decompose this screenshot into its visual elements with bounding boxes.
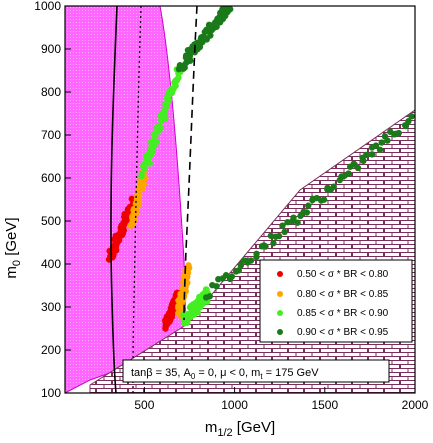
y-tick-label: 800 <box>41 85 61 99</box>
plot-frame <box>64 5 416 394</box>
scatter-point-light-green <box>203 286 210 293</box>
scatter-point-dark-green <box>290 214 297 221</box>
x-tick-label: 2000 <box>402 398 429 412</box>
y-tick-label: 500 <box>41 214 61 228</box>
scatter-point-dark-green <box>262 243 269 250</box>
scatter-point-dark-green <box>320 196 328 203</box>
scatter-point-light-green <box>149 147 157 155</box>
scatter-point-dark-green <box>384 137 391 144</box>
scatter-point-dark-green <box>275 232 283 240</box>
scatter-point-dark-green <box>201 34 209 42</box>
scatter-point-dark-green <box>345 170 352 177</box>
scatter-point-orange <box>185 264 193 272</box>
x-tick-label: 1000 <box>221 398 248 412</box>
y-tick-label: 100 <box>41 386 61 400</box>
x-axis-label: m1/2 [GeV] <box>205 419 275 439</box>
y-tick-label: 200 <box>41 343 61 357</box>
scatter-point-dark-green <box>305 202 312 209</box>
scatter-point-dark-green <box>270 240 277 247</box>
scatter-point-dark-green <box>376 146 384 154</box>
y-tick-label: 600 <box>41 171 61 185</box>
scatter-point-light-green <box>153 138 160 145</box>
ticks: 500 1000 1500 2000 100 200 300 400 500 600 700 800 9… <box>34 0 428 412</box>
scatter-point-dark-green <box>368 151 376 158</box>
scatter-point-light-green <box>163 102 170 110</box>
scatter-point-light-green <box>138 172 145 180</box>
legend-label-dark-green: 0.90 < σ * BR < 0.95 <box>297 327 389 338</box>
y-tick-label: 400 <box>41 257 61 271</box>
scatter-point-dark-green <box>228 273 236 280</box>
scatter-point-dark-green <box>354 164 362 172</box>
scatter-point-red <box>167 313 175 321</box>
scatter-point-light-green <box>161 112 168 119</box>
scatter-point-dark-green <box>281 228 288 236</box>
scatter-point-red <box>128 195 135 203</box>
legend-marker-red <box>277 271 283 277</box>
scatter-point-dark-green <box>224 6 231 13</box>
scatter-point-dark-green <box>395 129 402 137</box>
legend: 0.50 < σ * BR < 0.80 0.80 < σ * BR < 0.8… <box>259 259 413 343</box>
scatter-point-dark-green <box>253 250 260 258</box>
scatter-point-light-green <box>157 124 165 131</box>
scatter-point-dark-green <box>279 222 286 229</box>
y-tick-label: 1000 <box>34 0 61 13</box>
scatter-point-dark-green <box>213 283 220 290</box>
legend-label-light-green: 0.85 < σ * BR < 0.90 <box>297 308 389 319</box>
scatter-point-dark-green <box>196 43 204 51</box>
x-tick-label: 1500 <box>311 398 338 412</box>
scatter-point-dark-green <box>284 218 291 226</box>
scatter-point-light-green <box>146 160 153 167</box>
scatter-point-dark-green <box>247 257 255 264</box>
scatter-point-dark-green <box>206 293 214 300</box>
legend-marker-light-green <box>277 310 283 316</box>
pink-excluded-region <box>65 6 187 393</box>
scatter-point-dark-green <box>303 209 311 216</box>
scatter-point-dark-green <box>186 55 193 62</box>
scatter-point-light-green <box>199 300 206 308</box>
scatter-point-dark-green <box>267 232 275 239</box>
legend-marker-dark-green <box>277 329 283 335</box>
black-solid-contour <box>110 6 118 393</box>
scatter-point-dark-green <box>372 142 380 149</box>
y-tick-label: 300 <box>41 300 61 314</box>
scatter-point-dark-green <box>235 267 243 274</box>
y-axis-label: m0 [GeV] <box>3 217 23 278</box>
legend-label-red: 0.50 < σ * BR < 0.80 <box>297 269 389 280</box>
y-tick-label: 700 <box>41 128 61 142</box>
legend-marker-orange <box>277 291 283 297</box>
scatter-point-dark-green <box>378 139 385 146</box>
y-tick-label: 900 <box>41 42 61 56</box>
dashed-contour <box>183 6 198 321</box>
svg-text:tanβ = 35, A0 = 0, μ < 0, mt =: tanβ = 35, A0 = 0, μ < 0, mt = 175 GeV <box>131 367 319 381</box>
scatter-point-dark-green <box>360 157 367 165</box>
parameter-annotation: tanβ = 35, A0 = 0, μ < 0, mt = 175 GeV <box>122 359 390 383</box>
scatter-point-dark-green <box>363 151 370 159</box>
scatter-point-dark-green <box>330 183 337 190</box>
scatter-point-dark-green <box>207 32 214 39</box>
legend-label-orange: 0.80 < σ * BR < 0.85 <box>297 289 389 300</box>
scatter-point-light-green <box>172 82 179 89</box>
scatter-point-orange <box>184 269 192 276</box>
scatter-point-dark-green <box>237 262 245 269</box>
scatter-point-dark-green <box>408 113 415 120</box>
scatter-point-dark-green <box>294 219 301 226</box>
x-tick-label: 500 <box>134 398 154 412</box>
scatter-point-dark-green <box>402 122 410 130</box>
scatter-point-dark-green <box>405 118 412 125</box>
